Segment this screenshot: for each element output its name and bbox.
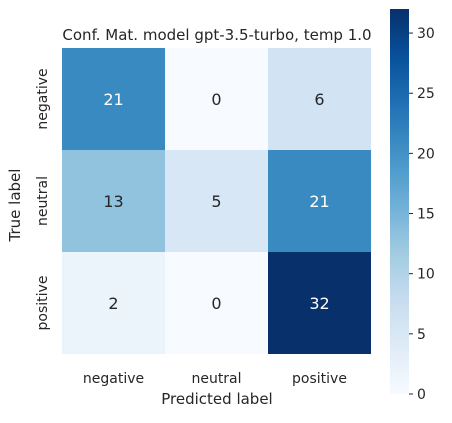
cell-value-neutral-negative: 13 [103, 192, 123, 211]
heatmap-cells [62, 48, 371, 354]
cell-value-negative-neutral: 0 [211, 90, 221, 109]
colorbar-tick-label-30: 30 [417, 26, 435, 42]
colorbar-tick-label-25: 25 [417, 86, 435, 102]
x-tick-label-negative: negative [83, 371, 144, 387]
colorbar-tick-label-5: 5 [417, 327, 426, 343]
y-axis-label: True label [6, 169, 24, 243]
colorbar-tick-label-20: 20 [417, 146, 435, 162]
heatmap-cell-positive-positive [268, 252, 371, 354]
colorbar-tick-label-15: 15 [417, 207, 435, 223]
colorbar-tick-label-0: 0 [417, 387, 426, 403]
cell-value-positive-negative: 2 [108, 294, 118, 313]
colorbar [390, 9, 409, 394]
heatmap-cell-positive-negative [62, 252, 165, 354]
y-axis-ticks: negative neutral positive [35, 68, 51, 330]
cell-value-positive-neutral: 0 [211, 294, 221, 313]
cell-value-neutral-neutral: 5 [211, 192, 221, 211]
cell-value-negative-positive: 6 [314, 90, 324, 109]
x-axis-ticks: negative neutral positive [83, 371, 347, 387]
cell-value-negative-negative: 21 [103, 90, 123, 109]
x-tick-label-positive: positive [292, 371, 347, 387]
heatmap-cell-neutral-negative [62, 150, 165, 252]
heatmap-cell-neutral-neutral [165, 150, 268, 252]
colorbar-ticks: 0 5 10 15 20 25 30 [409, 26, 435, 403]
heatmap-cell-negative-negative [62, 48, 165, 150]
y-tick-label-neutral: neutral [35, 176, 51, 226]
y-tick-label-negative: negative [35, 68, 51, 129]
cell-value-neutral-positive: 21 [309, 192, 329, 211]
chart-title: Conf. Mat. model gpt-3.5-turbo, temp 1.0 [62, 26, 371, 44]
heatmap-cell-negative-positive [268, 48, 371, 150]
colorbar-tick-label-10: 10 [417, 267, 435, 283]
heatmap-cell-labels: 21 0 6 13 5 21 2 0 32 [103, 90, 329, 313]
x-tick-label-neutral: neutral [191, 371, 241, 387]
y-tick-label-positive: positive [35, 276, 51, 331]
x-axis-label: Predicted label [161, 390, 272, 408]
heatmap-cell-negative-neutral [165, 48, 268, 150]
cell-value-positive-positive: 32 [309, 294, 329, 313]
heatmap-cell-neutral-positive [268, 150, 371, 252]
heatmap-cell-positive-neutral [165, 252, 268, 354]
